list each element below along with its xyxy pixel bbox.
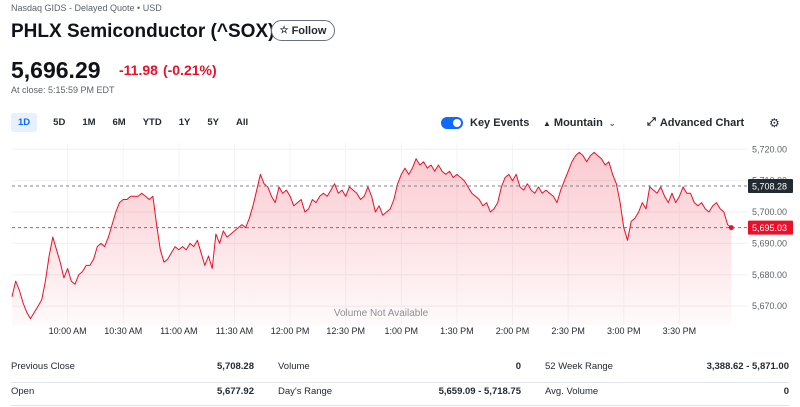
range-5d[interactable]: 5D bbox=[53, 117, 66, 128]
x-tick-label: 1:00 PM bbox=[385, 326, 419, 336]
range-ytd[interactable]: YTD bbox=[142, 117, 162, 128]
follow-button[interactable]: ☆ Follow bbox=[271, 20, 335, 41]
y-tick-label: 5,700.00 bbox=[752, 207, 787, 217]
follow-label: Follow bbox=[291, 24, 327, 37]
mountain-icon: ▲ bbox=[543, 118, 551, 128]
range-all[interactable]: All bbox=[235, 117, 249, 128]
x-tick-label: 3:00 PM bbox=[607, 326, 641, 336]
star-icon: ☆ bbox=[279, 25, 289, 36]
stat-volume: Volume 0 bbox=[278, 361, 521, 372]
gear-icon[interactable]: ⚙ bbox=[769, 116, 780, 130]
stats-divider bbox=[11, 405, 789, 406]
last-price-badge bbox=[748, 220, 793, 235]
stat-value: 5,659.09 - 5,718.75 bbox=[438, 386, 521, 397]
x-tick-label: 1:30 PM bbox=[440, 326, 474, 336]
chart-type-label: Mountain bbox=[553, 117, 603, 129]
y-tick-label: 5,720.00 bbox=[752, 144, 787, 154]
stat-52-week-range: 52 Week Range 3,388.62 - 5,871.00 bbox=[545, 361, 789, 372]
stat-label: Day's Range bbox=[278, 386, 333, 397]
stat-value: 5,677.92 bbox=[217, 386, 254, 397]
stat-value: 3,388.62 - 5,871.00 bbox=[706, 361, 789, 372]
range-1y[interactable]: 1Y bbox=[178, 117, 191, 128]
quote-stats: Previous Close 5,708.28 Volume 0 52 Week… bbox=[11, 361, 789, 397]
change-value: -11.98 bbox=[119, 62, 158, 78]
stat-label: 52 Week Range bbox=[545, 361, 613, 372]
x-tick-label: 3:30 PM bbox=[663, 326, 697, 336]
advanced-chart-label: Advanced Chart bbox=[659, 116, 745, 129]
stat-label: Avg. Volume bbox=[545, 386, 599, 397]
change-percent: (-0.21%) bbox=[162, 62, 217, 78]
stat-label: Open bbox=[11, 386, 35, 397]
last-price-dot bbox=[728, 225, 734, 231]
stat-days-range: Day's Range 5,659.09 - 5,718.75 bbox=[278, 386, 521, 397]
range-5y[interactable]: 5Y bbox=[207, 117, 219, 128]
expand-icon: ⤢ bbox=[647, 116, 656, 128]
x-tick-label: 10:30 AM bbox=[104, 326, 142, 336]
x-tick-label: 10:00 AM bbox=[49, 326, 87, 336]
x-tick-label: 2:30 PM bbox=[551, 326, 585, 336]
range-selector: 1D 5D 1M 6M YTD 1Y 5Y All bbox=[11, 113, 255, 132]
price-chart[interactable]: 5,720.005,710.005,700.005,690.005,680.00… bbox=[0, 140, 800, 340]
x-tick-label: 12:30 PM bbox=[326, 326, 365, 336]
close-time: At close: 5:15:59 PM EDT bbox=[11, 85, 115, 95]
x-tick-label: 2:00 PM bbox=[496, 326, 530, 336]
page-title: PHLX Semiconductor (^SOX) bbox=[11, 21, 275, 42]
stats-row: Previous Close 5,708.28 Volume 0 52 Week… bbox=[11, 361, 789, 372]
volume-note: Volume Not Available bbox=[334, 308, 429, 319]
y-tick-label: 5,670.00 bbox=[752, 301, 787, 311]
previous-close-badge bbox=[748, 179, 793, 194]
exchange-info: Nasdaq GIDS - Delayed Quote • USD bbox=[11, 3, 162, 13]
stat-avg-volume: Avg. Volume 0 bbox=[545, 386, 789, 397]
chart-type-dropdown[interactable]: ▲ Mountain ⌄ bbox=[543, 117, 616, 129]
chevron-down-icon: ⌄ bbox=[608, 118, 616, 128]
y-tick-label: 5,690.00 bbox=[752, 238, 787, 248]
stat-open: Open 5,677.92 bbox=[11, 386, 254, 397]
last-price-value: 5,695.03 bbox=[752, 223, 787, 233]
stat-value: 0 bbox=[515, 361, 521, 372]
stat-previous-close: Previous Close 5,708.28 bbox=[11, 361, 254, 372]
x-tick-label: 11:30 AM bbox=[216, 326, 253, 336]
stat-label: Volume bbox=[278, 361, 310, 372]
stats-row: Open 5,677.92 Day's Range 5,659.09 - 5,7… bbox=[11, 386, 789, 397]
key-events-toggle[interactable] bbox=[441, 117, 463, 129]
current-price: 5,696.29 bbox=[11, 57, 101, 83]
x-tick-label: 12:00 PM bbox=[271, 326, 310, 336]
range-1d[interactable]: 1D bbox=[11, 113, 38, 132]
stat-value: 5,708.28 bbox=[217, 361, 254, 372]
key-events-label: Key Events bbox=[470, 117, 530, 129]
range-1m[interactable]: 1M bbox=[82, 117, 96, 128]
stats-divider bbox=[11, 382, 789, 383]
previous-close-value: 5,708.28 bbox=[752, 182, 787, 192]
stat-value: 0 bbox=[783, 386, 789, 397]
stat-label: Previous Close bbox=[11, 361, 75, 372]
y-tick-label: 5,680.00 bbox=[752, 270, 787, 280]
advanced-chart-button[interactable]: ⤢ Advanced Chart bbox=[647, 116, 744, 129]
price-change: -11.98 (-0.21%) bbox=[119, 62, 222, 78]
price-area bbox=[12, 152, 732, 325]
price-line bbox=[11, 151, 732, 320]
x-tick-label: 11:00 AM bbox=[160, 326, 197, 336]
range-6m[interactable]: 6M bbox=[112, 117, 126, 128]
